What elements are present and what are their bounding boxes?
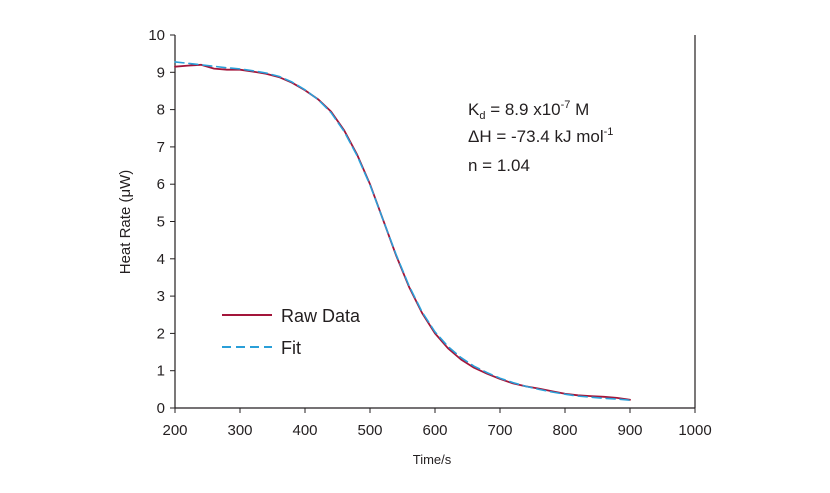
dh-exponent: -1 xyxy=(604,126,614,138)
legend: Raw Data Fit xyxy=(222,306,361,358)
x-tick-label: 500 xyxy=(357,422,382,439)
x-tick-label: 600 xyxy=(422,422,447,439)
kd-exponent: -7 xyxy=(561,99,571,111)
dh-annotation: ΔH = -73.4 kJ mol-1 xyxy=(468,126,613,146)
kd-value: = 8.9 x10 xyxy=(485,100,560,119)
y-tick-label: 8 xyxy=(157,102,165,119)
kd-unit: M xyxy=(570,100,589,119)
y-tick-label: 3 xyxy=(157,288,165,305)
y-tick-label: 0 xyxy=(157,400,165,417)
kd-annotation: Kd = 8.9 x10-7 M xyxy=(468,99,589,122)
x-tick-label: 300 xyxy=(227,422,252,439)
fit-parameters: Kd = 8.9 x10-7 M ΔH = -73.4 kJ mol-1 n =… xyxy=(468,99,613,175)
x-axis-title: Time/s xyxy=(413,452,452,467)
legend-label-fit: Fit xyxy=(281,338,301,358)
series-line-raw-data xyxy=(174,63,631,401)
y-tick-label: 2 xyxy=(157,325,165,342)
y-tick-label: 5 xyxy=(157,214,165,231)
x-tick-label: 900 xyxy=(617,422,642,439)
series-line-fit xyxy=(174,61,631,402)
y-tick-label: 9 xyxy=(157,64,165,81)
x-tick-label: 1000 xyxy=(678,422,711,439)
n-annotation: n = 1.04 xyxy=(468,156,530,175)
y-tick-label: 6 xyxy=(157,176,165,193)
kd-prefix: K xyxy=(468,100,480,119)
x-tick-label: 700 xyxy=(487,422,512,439)
y-tick-label: 1 xyxy=(157,363,165,380)
kd-subscript: d xyxy=(479,110,485,122)
x-tick-label: 400 xyxy=(292,422,317,439)
x-tick-label: 200 xyxy=(162,422,187,439)
y-tick-label: 4 xyxy=(157,251,165,268)
x-ticks: 200 300 400 500 600 700 800 900 1000 xyxy=(162,408,712,439)
x-tick-label: 800 xyxy=(552,422,577,439)
legend-label-raw-data: Raw Data xyxy=(281,306,361,326)
y-ticks: 0 1 2 3 4 5 6 7 8 9 10 xyxy=(148,27,175,417)
y-tick-label: 7 xyxy=(157,139,165,156)
series-layer xyxy=(174,61,631,402)
y-axis-title: Heat Rate (μW) xyxy=(117,170,134,275)
axes xyxy=(174,35,696,409)
dh-value: ΔH = -73.4 kJ mol xyxy=(468,127,604,146)
y-tick-label: 10 xyxy=(148,27,165,44)
